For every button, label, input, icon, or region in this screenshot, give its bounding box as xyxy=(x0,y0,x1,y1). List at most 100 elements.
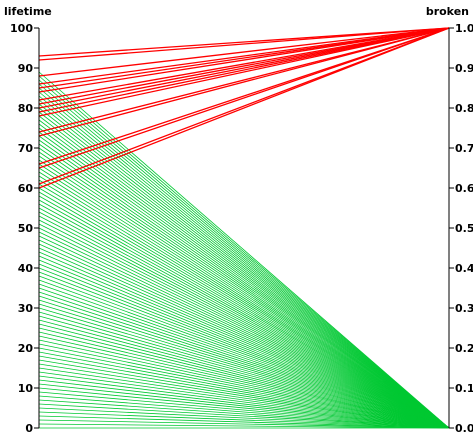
data-line xyxy=(38,311,450,429)
data-line xyxy=(38,219,450,429)
data-line xyxy=(38,99,450,429)
data-line xyxy=(38,303,450,429)
data-line xyxy=(38,259,450,429)
data-line xyxy=(38,179,450,429)
data-line xyxy=(38,27,450,185)
data-line xyxy=(38,263,450,429)
tick-label: 0.2 xyxy=(455,342,473,355)
data-line xyxy=(38,207,450,429)
data-line xyxy=(38,175,450,429)
data-line xyxy=(38,123,450,429)
data-line xyxy=(38,351,450,429)
tick-label: 80 xyxy=(18,102,34,115)
data-line xyxy=(38,27,450,113)
data-line xyxy=(38,159,450,429)
data-line xyxy=(38,75,450,429)
tick-label: 0 xyxy=(25,422,33,435)
data-line xyxy=(38,167,450,429)
data-line xyxy=(38,239,450,429)
data-line xyxy=(38,187,450,429)
tick-label: 0.0 xyxy=(455,422,473,435)
data-line xyxy=(38,307,450,429)
data-line xyxy=(38,27,450,165)
lifetime-axis-title: lifetime xyxy=(4,5,52,18)
data-line xyxy=(38,291,450,429)
data-line xyxy=(38,171,450,429)
data-line xyxy=(38,355,450,429)
data-line xyxy=(38,163,450,429)
data-line xyxy=(38,27,450,57)
data-line xyxy=(38,27,450,85)
data-line xyxy=(38,299,450,429)
data-line xyxy=(38,143,450,429)
data-line xyxy=(38,27,450,109)
data-line xyxy=(38,27,450,117)
tick-label: 90 xyxy=(18,62,34,75)
data-line xyxy=(38,151,450,429)
data-line xyxy=(38,27,450,133)
data-line xyxy=(38,283,450,429)
data-line xyxy=(38,119,450,429)
data-line xyxy=(38,399,450,429)
data-line xyxy=(38,191,450,429)
data-line xyxy=(38,127,450,429)
tick-label: 50 xyxy=(18,222,34,235)
broken-axis: broken 0.0 0.1 0.2 0.3 0.4 0.5 0.6 0.7 0.8 0.9 1.0 xyxy=(426,5,473,435)
data-line xyxy=(38,327,450,429)
data-line xyxy=(38,323,450,429)
data-line xyxy=(38,419,450,429)
tick-label: 30 xyxy=(18,302,34,315)
data-line xyxy=(38,411,450,429)
data-line xyxy=(38,287,450,429)
broken-axis-title: broken xyxy=(426,5,469,18)
data-line xyxy=(38,271,450,429)
tick-label: 10 xyxy=(18,382,34,395)
data-line xyxy=(38,91,450,429)
data-line xyxy=(38,343,450,429)
data-line xyxy=(38,267,450,429)
data-line xyxy=(38,359,450,429)
data-line xyxy=(38,379,450,429)
data-line xyxy=(38,215,450,429)
data-line xyxy=(38,383,450,429)
data-line xyxy=(38,147,450,429)
data-line xyxy=(38,211,450,429)
data-line xyxy=(38,27,450,61)
tick-label: 0.9 xyxy=(455,62,473,75)
data-line xyxy=(38,403,450,429)
data-line xyxy=(38,103,450,429)
data-line xyxy=(38,331,450,429)
tick-label: 70 xyxy=(18,142,34,155)
data-line xyxy=(38,375,450,429)
data-line xyxy=(38,131,450,429)
data-line xyxy=(38,27,450,93)
data-line xyxy=(38,339,450,429)
tick-label: 0.6 xyxy=(455,182,473,195)
data-line xyxy=(38,315,450,429)
data-line xyxy=(38,227,450,429)
data-line xyxy=(38,95,450,429)
data-line xyxy=(38,79,450,429)
data-line xyxy=(38,423,450,429)
tick-label: 60 xyxy=(18,182,34,195)
data-line xyxy=(38,347,450,429)
data-line xyxy=(38,115,450,429)
data-line xyxy=(38,199,450,429)
data-line xyxy=(38,279,450,429)
lifetime-axis: lifetime 0 10 20 30 40 50 60 70 80 90 100 xyxy=(4,5,52,435)
data-line xyxy=(38,139,450,429)
data-line xyxy=(38,275,450,429)
data-line xyxy=(38,135,450,429)
tick-label: 0.5 xyxy=(455,222,473,235)
tick-label: 100 xyxy=(10,22,33,35)
data-line xyxy=(38,363,450,429)
tick-label: 1.0 xyxy=(455,22,473,35)
data-line xyxy=(38,231,450,429)
data-line xyxy=(38,415,450,429)
data-line xyxy=(38,255,450,429)
data-line xyxy=(38,111,450,429)
data-line xyxy=(38,391,450,429)
data-line xyxy=(38,407,450,429)
data-line xyxy=(38,319,450,429)
